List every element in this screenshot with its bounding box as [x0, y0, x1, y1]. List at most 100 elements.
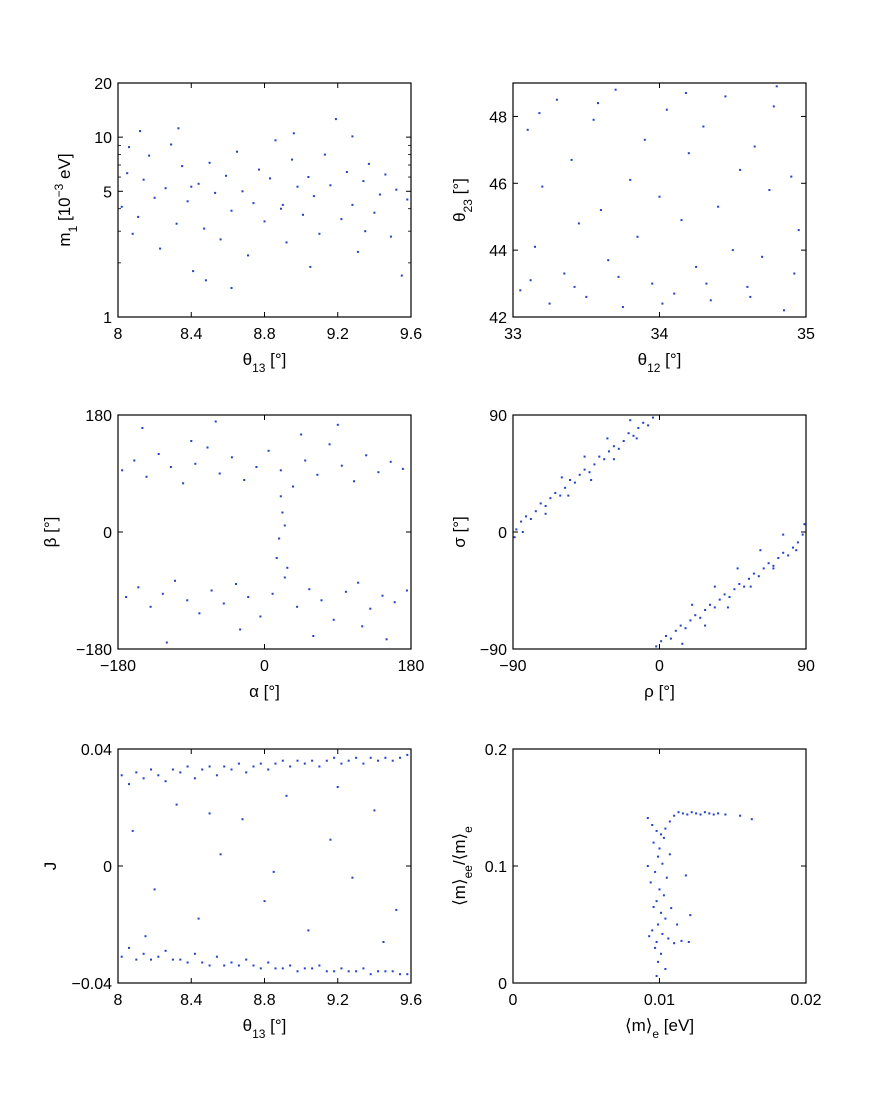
point [125, 596, 128, 598]
point [661, 862, 664, 865]
point [661, 302, 664, 305]
point [336, 786, 339, 788]
point [772, 564, 775, 567]
point [203, 227, 206, 230]
point [230, 456, 233, 459]
x-tick-label: 8.4 [180, 326, 202, 343]
point [361, 625, 364, 628]
point [312, 195, 315, 198]
point [673, 942, 676, 945]
point [291, 158, 293, 161]
point [525, 515, 527, 518]
point [738, 583, 741, 585]
point [708, 812, 711, 815]
x-tick-label: −90 [499, 658, 526, 675]
point [194, 462, 197, 465]
point [245, 771, 248, 774]
point [657, 855, 659, 858]
chart-ratio-vs-me: 0 0.01 0.02 0 0.1 0.2 ⟨m⟩e [eV] ⟨m⟩ee/⟨m⟩e [450, 742, 822, 1041]
point [142, 178, 145, 181]
point [377, 471, 380, 474]
point [208, 765, 211, 768]
point [145, 475, 148, 478]
point [384, 173, 387, 176]
x-tick-label: 0 [655, 658, 664, 675]
point [367, 162, 370, 165]
point [657, 923, 659, 926]
point [400, 274, 403, 277]
point [286, 566, 289, 569]
point [259, 967, 262, 970]
x-tick-label: 8.8 [253, 992, 275, 1009]
point [344, 590, 347, 593]
point [148, 154, 151, 157]
point [679, 624, 682, 627]
point [614, 88, 617, 91]
x-tick-label: 0 [260, 658, 269, 675]
point [318, 964, 321, 967]
point [208, 812, 211, 815]
point [318, 232, 321, 235]
plot-frame [512, 414, 807, 650]
x-tick-label: 0.02 [790, 992, 821, 1009]
point [687, 152, 690, 155]
point [728, 596, 731, 598]
point [520, 520, 523, 523]
point [664, 917, 667, 920]
point [153, 196, 156, 199]
point [128, 783, 130, 786]
point [655, 645, 658, 648]
chart-beta-vs-alpha: −180 0 180 −180 0 180 α [°] β [°] [41, 408, 424, 701]
y-tick-label: 0.04 [81, 742, 112, 759]
point [690, 811, 693, 814]
point [684, 92, 687, 94]
x-tick-label: 35 [797, 326, 815, 343]
point [285, 241, 288, 244]
point [513, 536, 516, 539]
point [269, 177, 271, 180]
point [651, 824, 654, 826]
plot-frame [512, 748, 807, 984]
point [670, 907, 673, 910]
point [218, 472, 221, 475]
point [311, 759, 314, 762]
point [142, 952, 145, 955]
x-axis-label: α [°] [249, 682, 280, 701]
point [406, 973, 409, 976]
y-tick-label: 0 [498, 976, 507, 993]
point [519, 289, 522, 292]
point [549, 497, 552, 500]
point [660, 911, 662, 914]
point [554, 492, 557, 494]
point [171, 958, 174, 961]
point [662, 836, 665, 839]
point [169, 466, 172, 468]
point [281, 759, 284, 762]
point [247, 596, 250, 598]
points-m1-vs-theta13 [120, 118, 409, 289]
point [676, 923, 679, 926]
point [709, 603, 711, 606]
x-axis-label: θ13 [°] [243, 1016, 287, 1041]
point [281, 967, 284, 970]
x-tick-label: 0 [509, 992, 518, 1009]
point [345, 171, 348, 173]
point [252, 765, 255, 768]
point [320, 599, 323, 602]
x-tick-label: 8 [114, 992, 123, 1009]
point [364, 230, 367, 233]
point [622, 440, 625, 442]
point [243, 479, 246, 481]
point [603, 458, 606, 461]
point [385, 638, 388, 641]
point [391, 970, 394, 973]
point [646, 817, 649, 819]
point [241, 190, 244, 193]
point [329, 838, 332, 841]
point [263, 220, 266, 223]
point [599, 209, 602, 211]
point [617, 275, 620, 278]
point [538, 112, 541, 115]
x-tick-label: 90 [797, 658, 815, 675]
point [667, 937, 670, 940]
